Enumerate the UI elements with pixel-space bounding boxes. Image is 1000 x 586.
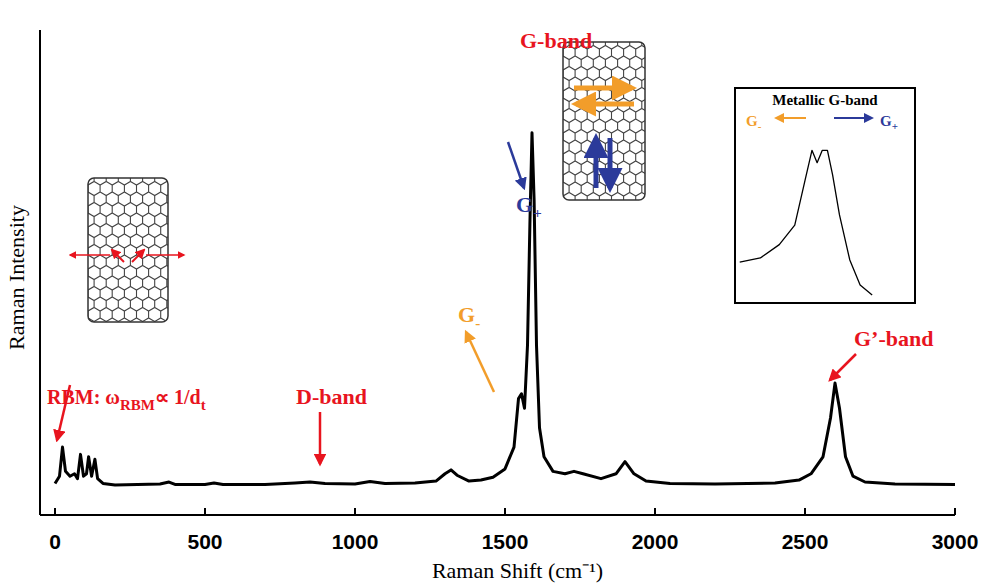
arrow: [466, 332, 494, 392]
subscript: t: [201, 397, 206, 413]
y-axis: [39, 30, 41, 515]
text-part: G: [458, 302, 475, 327]
arrow: [776, 117, 806, 119]
arrow: [146, 254, 184, 256]
x-tick-label: 2500: [782, 530, 829, 553]
arrow: [508, 142, 524, 188]
subscript: -: [758, 120, 762, 132]
text-part: ∝ 1/d: [155, 386, 201, 408]
x-axis: [40, 514, 955, 516]
arrow: [830, 354, 856, 380]
annotation: D-band: [296, 384, 367, 409]
arrow: [574, 86, 632, 91]
x-tick-label: 500: [187, 530, 222, 553]
x-tick: [804, 508, 806, 515]
arrow: [834, 117, 872, 119]
background: [0, 0, 1000, 586]
subscript: RBM: [120, 397, 155, 413]
annotation: G’-band: [854, 326, 933, 351]
x-tick: [954, 508, 956, 515]
inset-frame: [735, 88, 915, 303]
subscript: +: [533, 205, 542, 221]
arrow: [112, 250, 124, 262]
y-axis-title: Raman Intensity: [4, 205, 29, 350]
nanotube: [563, 42, 645, 200]
inset-line: [740, 150, 872, 295]
text-part: G: [880, 113, 892, 129]
tube-lattice: [88, 178, 168, 322]
arrow: [132, 250, 144, 262]
inset-plot: [740, 150, 872, 295]
nanotube: [88, 178, 168, 322]
annotation: G-: [458, 302, 480, 331]
x-tick-label: 0: [49, 530, 61, 553]
x-axis-title: Raman Shift (cm⁻¹): [432, 558, 603, 583]
arrow: [608, 138, 613, 188]
text-part: G’-band: [854, 326, 933, 351]
annotation: G-band: [520, 28, 592, 53]
subscript: -: [475, 315, 480, 331]
arrow: [594, 138, 599, 188]
inset-title: Metallic G-band: [772, 92, 878, 108]
arrow: [576, 102, 634, 107]
text-part: D-band: [296, 384, 367, 409]
annotation: G+: [516, 192, 542, 221]
x-tick: [354, 508, 356, 515]
text-part: RBM: ω: [47, 386, 120, 408]
x-tick-label: 1000: [332, 530, 379, 553]
x-tick: [504, 508, 506, 515]
annotation: RBM: ωRBM∝ 1/dt: [47, 386, 206, 413]
x-tick-label: 2000: [632, 530, 679, 553]
subscript: +: [892, 120, 898, 132]
tube-lattice: [563, 42, 645, 200]
arrow: [70, 254, 110, 256]
x-tick-label: 1500: [482, 530, 529, 553]
tube-outline: [563, 42, 645, 200]
x-tick-label: 3000: [932, 530, 979, 553]
arrow: [319, 412, 322, 464]
inset-label: G-: [746, 113, 762, 132]
text-part: G-band: [520, 28, 592, 53]
tube-outline: [88, 178, 168, 322]
x-tick: [54, 508, 56, 515]
text-part: G: [516, 192, 533, 217]
inset-label: G+: [880, 113, 898, 132]
chart: 0 500 1000 1500 2000 2500 3000 Raman Shift (cm⁻…: [0, 0, 1000, 586]
x-tick: [204, 508, 206, 515]
text-part: G: [746, 113, 758, 129]
x-tick: [654, 508, 656, 515]
